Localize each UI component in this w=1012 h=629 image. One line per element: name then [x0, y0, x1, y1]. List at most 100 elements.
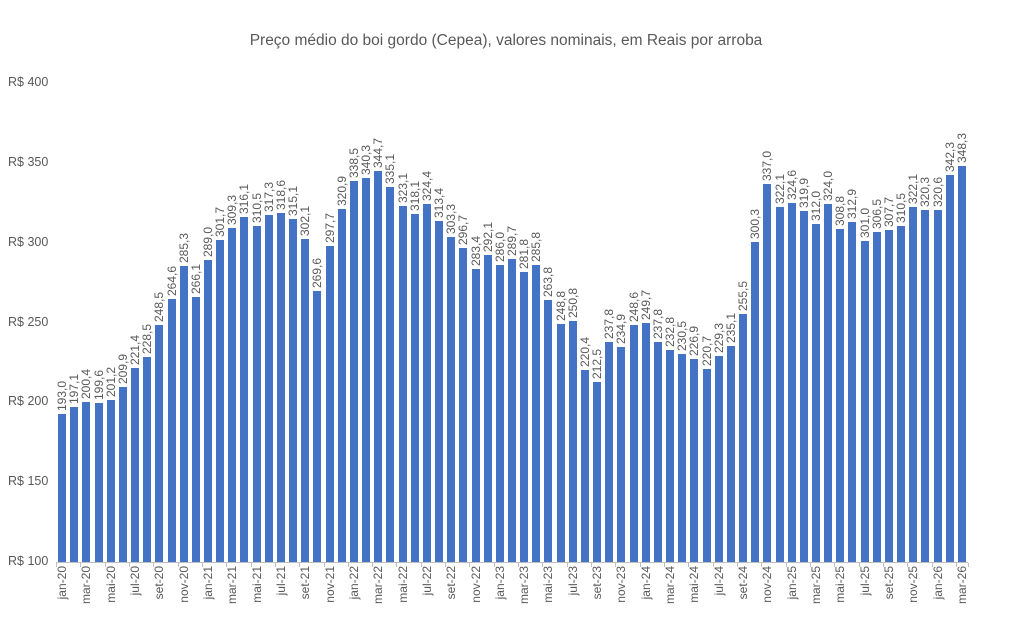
x-axis-tick-label: jan-22	[346, 566, 361, 600]
y-axis-tick-label: R$ 300	[8, 234, 49, 249]
bar	[714, 355, 723, 562]
value-label: 306,5	[869, 199, 884, 230]
x-axis-tick-mark	[396, 563, 398, 567]
value-label: 229,3	[711, 322, 726, 353]
x-axis-tick-mark	[226, 563, 228, 567]
bar	[252, 225, 261, 562]
value-label: 316,1	[237, 183, 252, 214]
x-axis-tick-label: mai-23	[541, 566, 556, 603]
x-axis-tick-label: mai-21	[249, 566, 264, 603]
bar	[945, 175, 954, 562]
bar	[362, 178, 371, 562]
x-axis-tick-label: jul-24	[711, 566, 726, 596]
bar	[836, 228, 845, 562]
bar	[386, 186, 395, 562]
x-axis-tick-label: set-22	[444, 566, 459, 600]
bar	[605, 341, 614, 562]
bar	[593, 382, 602, 562]
value-label: 318,1	[407, 180, 422, 211]
bar	[435, 221, 444, 562]
value-label: 323,1	[395, 172, 410, 203]
value-label: 269,6	[310, 258, 325, 289]
bar	[240, 216, 249, 562]
bar	[799, 210, 808, 562]
bar	[957, 165, 966, 562]
x-axis-tick-label: nov-23	[614, 566, 629, 603]
value-label: 297,7	[322, 213, 337, 244]
value-label: 322,1	[772, 174, 787, 205]
value-label: 337,0	[760, 150, 775, 181]
y-axis-tick-label: R$ 350	[8, 154, 49, 169]
bar	[520, 271, 529, 562]
y-axis-tick-label: R$ 400	[8, 75, 49, 89]
x-axis-tick-label: mai-22	[395, 566, 410, 603]
value-label: 285,8	[529, 232, 544, 263]
x-axis-tick-label: nov-20	[176, 566, 191, 603]
x-axis-tick-mark	[931, 563, 933, 567]
bar	[264, 215, 273, 562]
value-label: 283,4	[468, 236, 483, 267]
value-label: 320,9	[334, 176, 349, 207]
bar	[726, 346, 735, 562]
bar	[641, 322, 650, 562]
bar	[191, 296, 200, 562]
bar	[495, 265, 504, 562]
x-axis-tick-label: mar-21	[225, 566, 240, 605]
chart-title: Preço médio do boi gordo (Cepea), valore…	[249, 32, 763, 49]
bar	[228, 227, 237, 562]
value-label: 248,5	[152, 291, 167, 322]
x-axis-tick-mark	[518, 563, 520, 567]
bar	[70, 406, 79, 562]
bar	[544, 300, 553, 562]
value-label: 250,8	[565, 288, 580, 319]
value-label: 201,2	[103, 367, 118, 398]
x-axis-tick-mark	[469, 563, 471, 567]
x-axis-tick-mark	[153, 563, 155, 567]
y-axis-tick-label: R$ 200	[8, 394, 49, 409]
bar	[143, 356, 152, 562]
x-axis-tick-mark	[420, 563, 422, 567]
bar	[289, 218, 298, 562]
value-label: 320,3	[918, 177, 933, 208]
x-axis-tick-mark	[323, 563, 325, 567]
x-axis-tick-label: mar-24	[663, 566, 678, 605]
bar	[131, 368, 140, 562]
bar	[812, 223, 820, 562]
bar	[690, 359, 699, 562]
x-axis-tick-mark	[955, 563, 957, 567]
value-label: 248,8	[553, 291, 568, 322]
x-axis-tick-label: mar-23	[517, 566, 532, 605]
bar	[787, 203, 796, 562]
x-axis-tick-mark	[688, 563, 690, 567]
x-axis-tick-label: mar-20	[79, 566, 94, 605]
bar	[824, 204, 833, 562]
x-axis-tick-mark	[493, 563, 495, 567]
x-axis-tick-label: set-21	[298, 566, 313, 600]
value-label: 255,5	[736, 280, 751, 311]
bar	[118, 386, 127, 562]
bar	[872, 232, 881, 562]
x-axis-tick-label: set-24	[736, 566, 751, 600]
x-axis-tick-label: jan-26	[930, 566, 945, 600]
x-axis-tick-label: nov-21	[322, 566, 337, 603]
bar	[301, 239, 310, 562]
value-label: 324,0	[821, 171, 836, 202]
x-axis-tick-mark	[566, 563, 568, 567]
x-axis-tick-label: mai-25	[833, 566, 848, 603]
x-axis-tick-label: jan-20	[55, 566, 70, 600]
bar	[447, 237, 456, 562]
x-axis-tick-mark	[615, 563, 617, 567]
bar	[325, 246, 334, 562]
x-axis-tick-label: jul-20	[128, 566, 143, 596]
bar	[398, 205, 407, 562]
value-label: 324,6	[784, 170, 799, 201]
bar	[739, 313, 748, 562]
x-axis-tick-mark	[299, 563, 301, 567]
value-label: 226,9	[687, 326, 702, 357]
bar	[422, 203, 431, 562]
bar	[617, 346, 626, 562]
value-label: 320,6	[930, 176, 945, 207]
bar	[860, 241, 869, 562]
bar	[337, 209, 346, 562]
value-label: 300,3	[748, 209, 763, 240]
